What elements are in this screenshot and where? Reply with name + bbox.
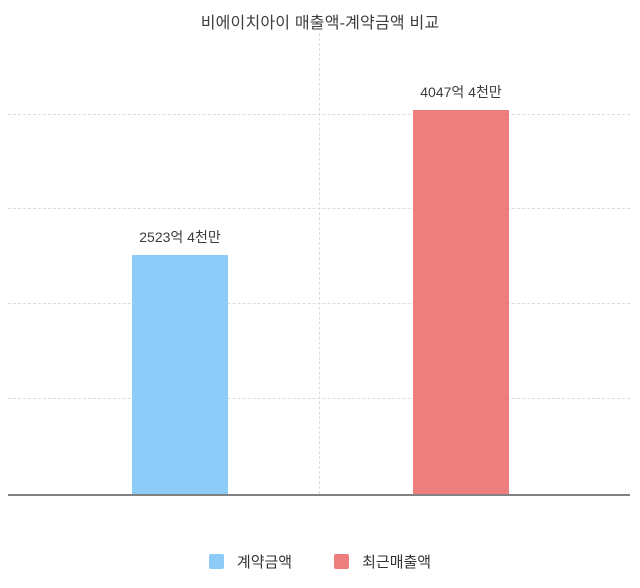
plot-area: 2523억 4천만 4047억 4천만 xyxy=(8,33,630,496)
x-axis-line xyxy=(8,494,630,496)
legend-item-recent-revenue[interactable]: 최근매출액 xyxy=(334,551,431,572)
bar-value-label-revenue: 4047억 4천만 xyxy=(420,84,502,101)
legend-label-contract-amount: 계약금액 xyxy=(236,554,293,571)
legend-swatch-recent-revenue xyxy=(334,554,350,569)
category-separator-line xyxy=(319,33,320,494)
chart-legend: 계약금액 최근매출액 xyxy=(0,551,640,572)
legend-item-contract-amount[interactable]: 계약금액 xyxy=(208,551,293,572)
bar-recent-revenue[interactable] xyxy=(413,110,509,494)
bar-contract-amount[interactable] xyxy=(132,254,228,494)
legend-swatch-contract-amount xyxy=(208,554,224,569)
legend-label-recent-revenue: 최근매출액 xyxy=(362,554,432,571)
bar-value-label-contract: 2523억 4천만 xyxy=(139,228,221,245)
chart-title: 비에이치아이 매출액-계약금액 비교 xyxy=(200,15,440,32)
